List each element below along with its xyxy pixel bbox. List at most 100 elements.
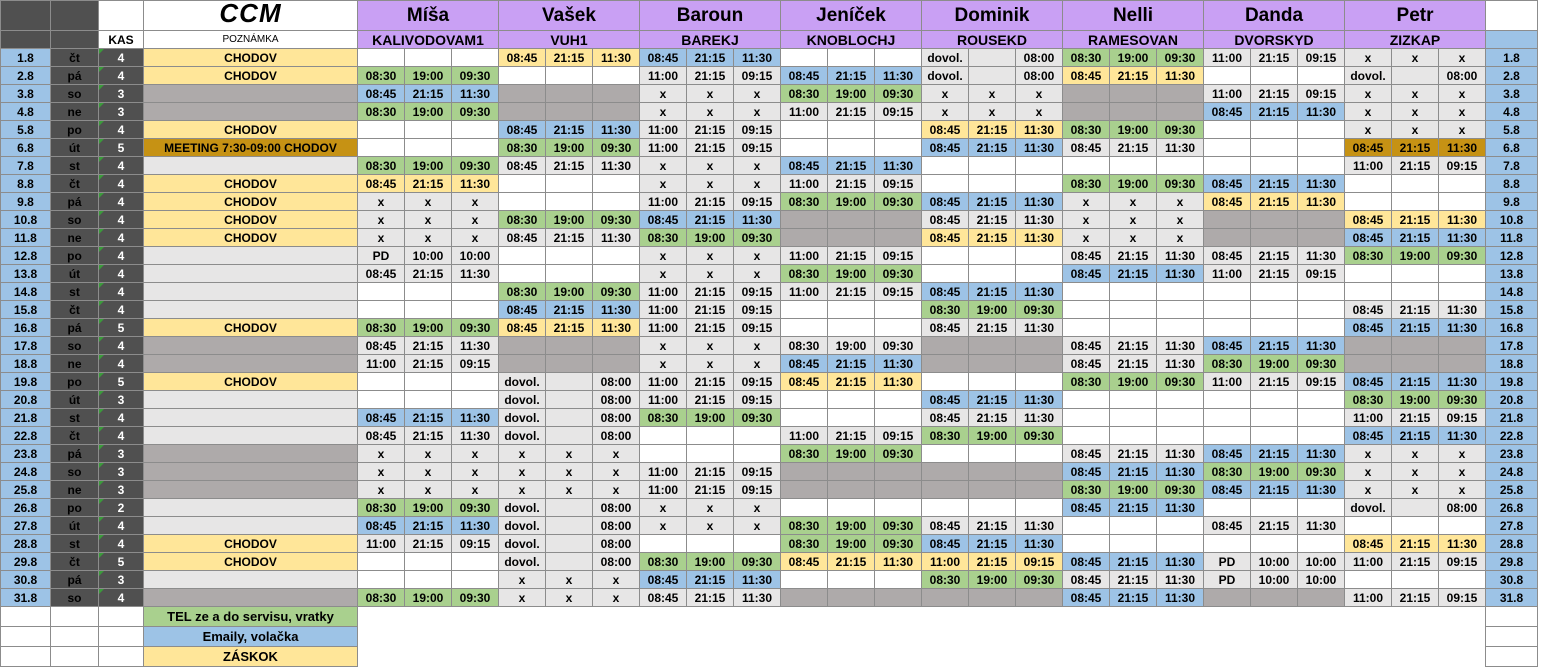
shift-cell[interactable] [1250, 390, 1298, 409]
shift-cell[interactable]: 08:30 [498, 282, 546, 301]
shift-cell[interactable]: 09:30 [1297, 354, 1345, 373]
shift-cell[interactable]: 10:00 [1250, 552, 1298, 571]
shift-cell[interactable]: 08:30 [1062, 120, 1110, 139]
shift-cell[interactable]: x [639, 354, 687, 373]
shift-cell[interactable]: 08:45 [1344, 300, 1392, 319]
shift-cell[interactable]: 11:30 [1015, 138, 1063, 157]
shift-cell[interactable] [1156, 282, 1204, 301]
date-cell-right[interactable]: 31.8 [1485, 588, 1538, 607]
shift-cell[interactable] [1391, 516, 1439, 535]
shift-cell[interactable] [827, 498, 875, 517]
shift-cell[interactable]: 08:30 [780, 264, 828, 283]
shift-cell[interactable]: 11:00 [639, 390, 687, 409]
shift-cell[interactable] [1391, 282, 1439, 301]
shift-cell[interactable]: 21:15 [404, 534, 452, 553]
shift-cell[interactable]: x [545, 462, 593, 481]
shift-cell[interactable] [1062, 516, 1110, 535]
shift-cell[interactable]: 08:30 [639, 408, 687, 427]
shift-cell[interactable] [1250, 66, 1298, 85]
shift-cell[interactable]: 11:00 [780, 174, 828, 193]
shift-cell[interactable]: 08:45 [921, 282, 969, 301]
note-cell[interactable] [143, 480, 358, 499]
shift-cell[interactable]: 19:00 [827, 336, 875, 355]
shift-cell[interactable]: 08:45 [639, 210, 687, 229]
shift-cell[interactable] [1250, 228, 1298, 247]
shift-cell[interactable]: x [1438, 444, 1486, 463]
shift-cell[interactable] [780, 210, 828, 229]
shift-cell[interactable]: 21:15 [686, 480, 734, 499]
date-cell[interactable]: 10.8 [0, 210, 51, 229]
shift-cell[interactable]: x [1344, 120, 1392, 139]
shift-cell[interactable]: 11:30 [1015, 282, 1063, 301]
shift-cell[interactable] [1297, 426, 1345, 445]
shift-cell[interactable] [827, 480, 875, 499]
day-cell[interactable]: čt [50, 48, 99, 67]
date-cell-right[interactable]: 23.8 [1485, 444, 1538, 463]
shift-cell[interactable]: 08:45 [1062, 354, 1110, 373]
kas-cell[interactable]: 4 [98, 300, 144, 319]
shift-cell[interactable]: 10:00 [404, 246, 452, 265]
person-code-header[interactable]: BAREKJ [639, 30, 781, 49]
shift-cell[interactable]: 11:30 [733, 48, 781, 67]
shift-cell[interactable]: 08:45 [921, 210, 969, 229]
shift-cell[interactable] [1062, 156, 1110, 175]
shift-cell[interactable] [1203, 390, 1251, 409]
note-cell[interactable] [143, 336, 358, 355]
shift-cell[interactable] [1250, 318, 1298, 337]
shift-cell[interactable] [545, 174, 593, 193]
shift-cell[interactable] [545, 354, 593, 373]
shift-cell[interactable]: x [357, 192, 405, 211]
note-cell[interactable]: CHODOV [143, 66, 358, 85]
shift-cell[interactable]: 19:00 [1109, 120, 1157, 139]
shift-cell[interactable]: 08:30 [639, 552, 687, 571]
shift-cell[interactable]: 21:15 [545, 300, 593, 319]
shift-cell[interactable] [874, 48, 922, 67]
shift-cell[interactable]: 21:15 [686, 66, 734, 85]
kas-cell[interactable]: 4 [98, 516, 144, 535]
shift-cell[interactable] [686, 534, 734, 553]
shift-cell[interactable]: 21:15 [1391, 156, 1439, 175]
shift-cell[interactable]: 09:15 [1297, 372, 1345, 391]
shift-cell[interactable] [1156, 102, 1204, 121]
shift-cell[interactable]: 09:30 [451, 102, 499, 121]
shift-cell[interactable] [1062, 390, 1110, 409]
shift-cell[interactable]: 11:30 [1438, 138, 1486, 157]
shift-cell[interactable]: 11:30 [1297, 174, 1345, 193]
shift-cell[interactable] [1156, 300, 1204, 319]
shift-cell[interactable] [404, 138, 452, 157]
person-name-header[interactable]: Danda [1203, 0, 1345, 31]
shift-cell[interactable]: 08:00 [592, 498, 640, 517]
shift-cell[interactable]: 08:45 [639, 570, 687, 589]
shift-cell[interactable]: 19:00 [1109, 372, 1157, 391]
note-cell[interactable] [143, 588, 358, 607]
shift-cell[interactable] [1015, 462, 1063, 481]
shift-cell[interactable]: 19:00 [827, 192, 875, 211]
shift-cell[interactable] [404, 300, 452, 319]
shift-cell[interactable] [921, 264, 969, 283]
shift-cell[interactable] [404, 570, 452, 589]
shift-cell[interactable]: 19:00 [404, 318, 452, 337]
shift-cell[interactable]: 11:30 [592, 318, 640, 337]
shift-cell[interactable]: x [404, 480, 452, 499]
date-cell[interactable]: 3.8 [0, 84, 51, 103]
shift-cell[interactable] [1109, 426, 1157, 445]
shift-cell[interactable] [1156, 156, 1204, 175]
shift-cell[interactable] [1297, 498, 1345, 517]
date-cell[interactable]: 14.8 [0, 282, 51, 301]
shift-cell[interactable]: dovol. [498, 498, 546, 517]
shift-cell[interactable] [1297, 120, 1345, 139]
shift-cell[interactable]: 08:00 [1015, 48, 1063, 67]
shift-cell[interactable]: x [451, 228, 499, 247]
shift-cell[interactable] [1156, 84, 1204, 103]
shift-cell[interactable]: 08:00 [1438, 66, 1486, 85]
shift-cell[interactable]: x [1391, 84, 1439, 103]
shift-cell[interactable] [1344, 516, 1392, 535]
shift-cell[interactable] [1344, 570, 1392, 589]
shift-cell[interactable]: 08:30 [1344, 246, 1392, 265]
shift-cell[interactable]: 09:30 [451, 588, 499, 607]
note-cell[interactable]: CHODOV [143, 120, 358, 139]
shift-cell[interactable]: 21:15 [1391, 534, 1439, 553]
shift-cell[interactable]: x [545, 588, 593, 607]
shift-cell[interactable]: 08:45 [357, 264, 405, 283]
shift-cell[interactable]: 21:15 [545, 318, 593, 337]
